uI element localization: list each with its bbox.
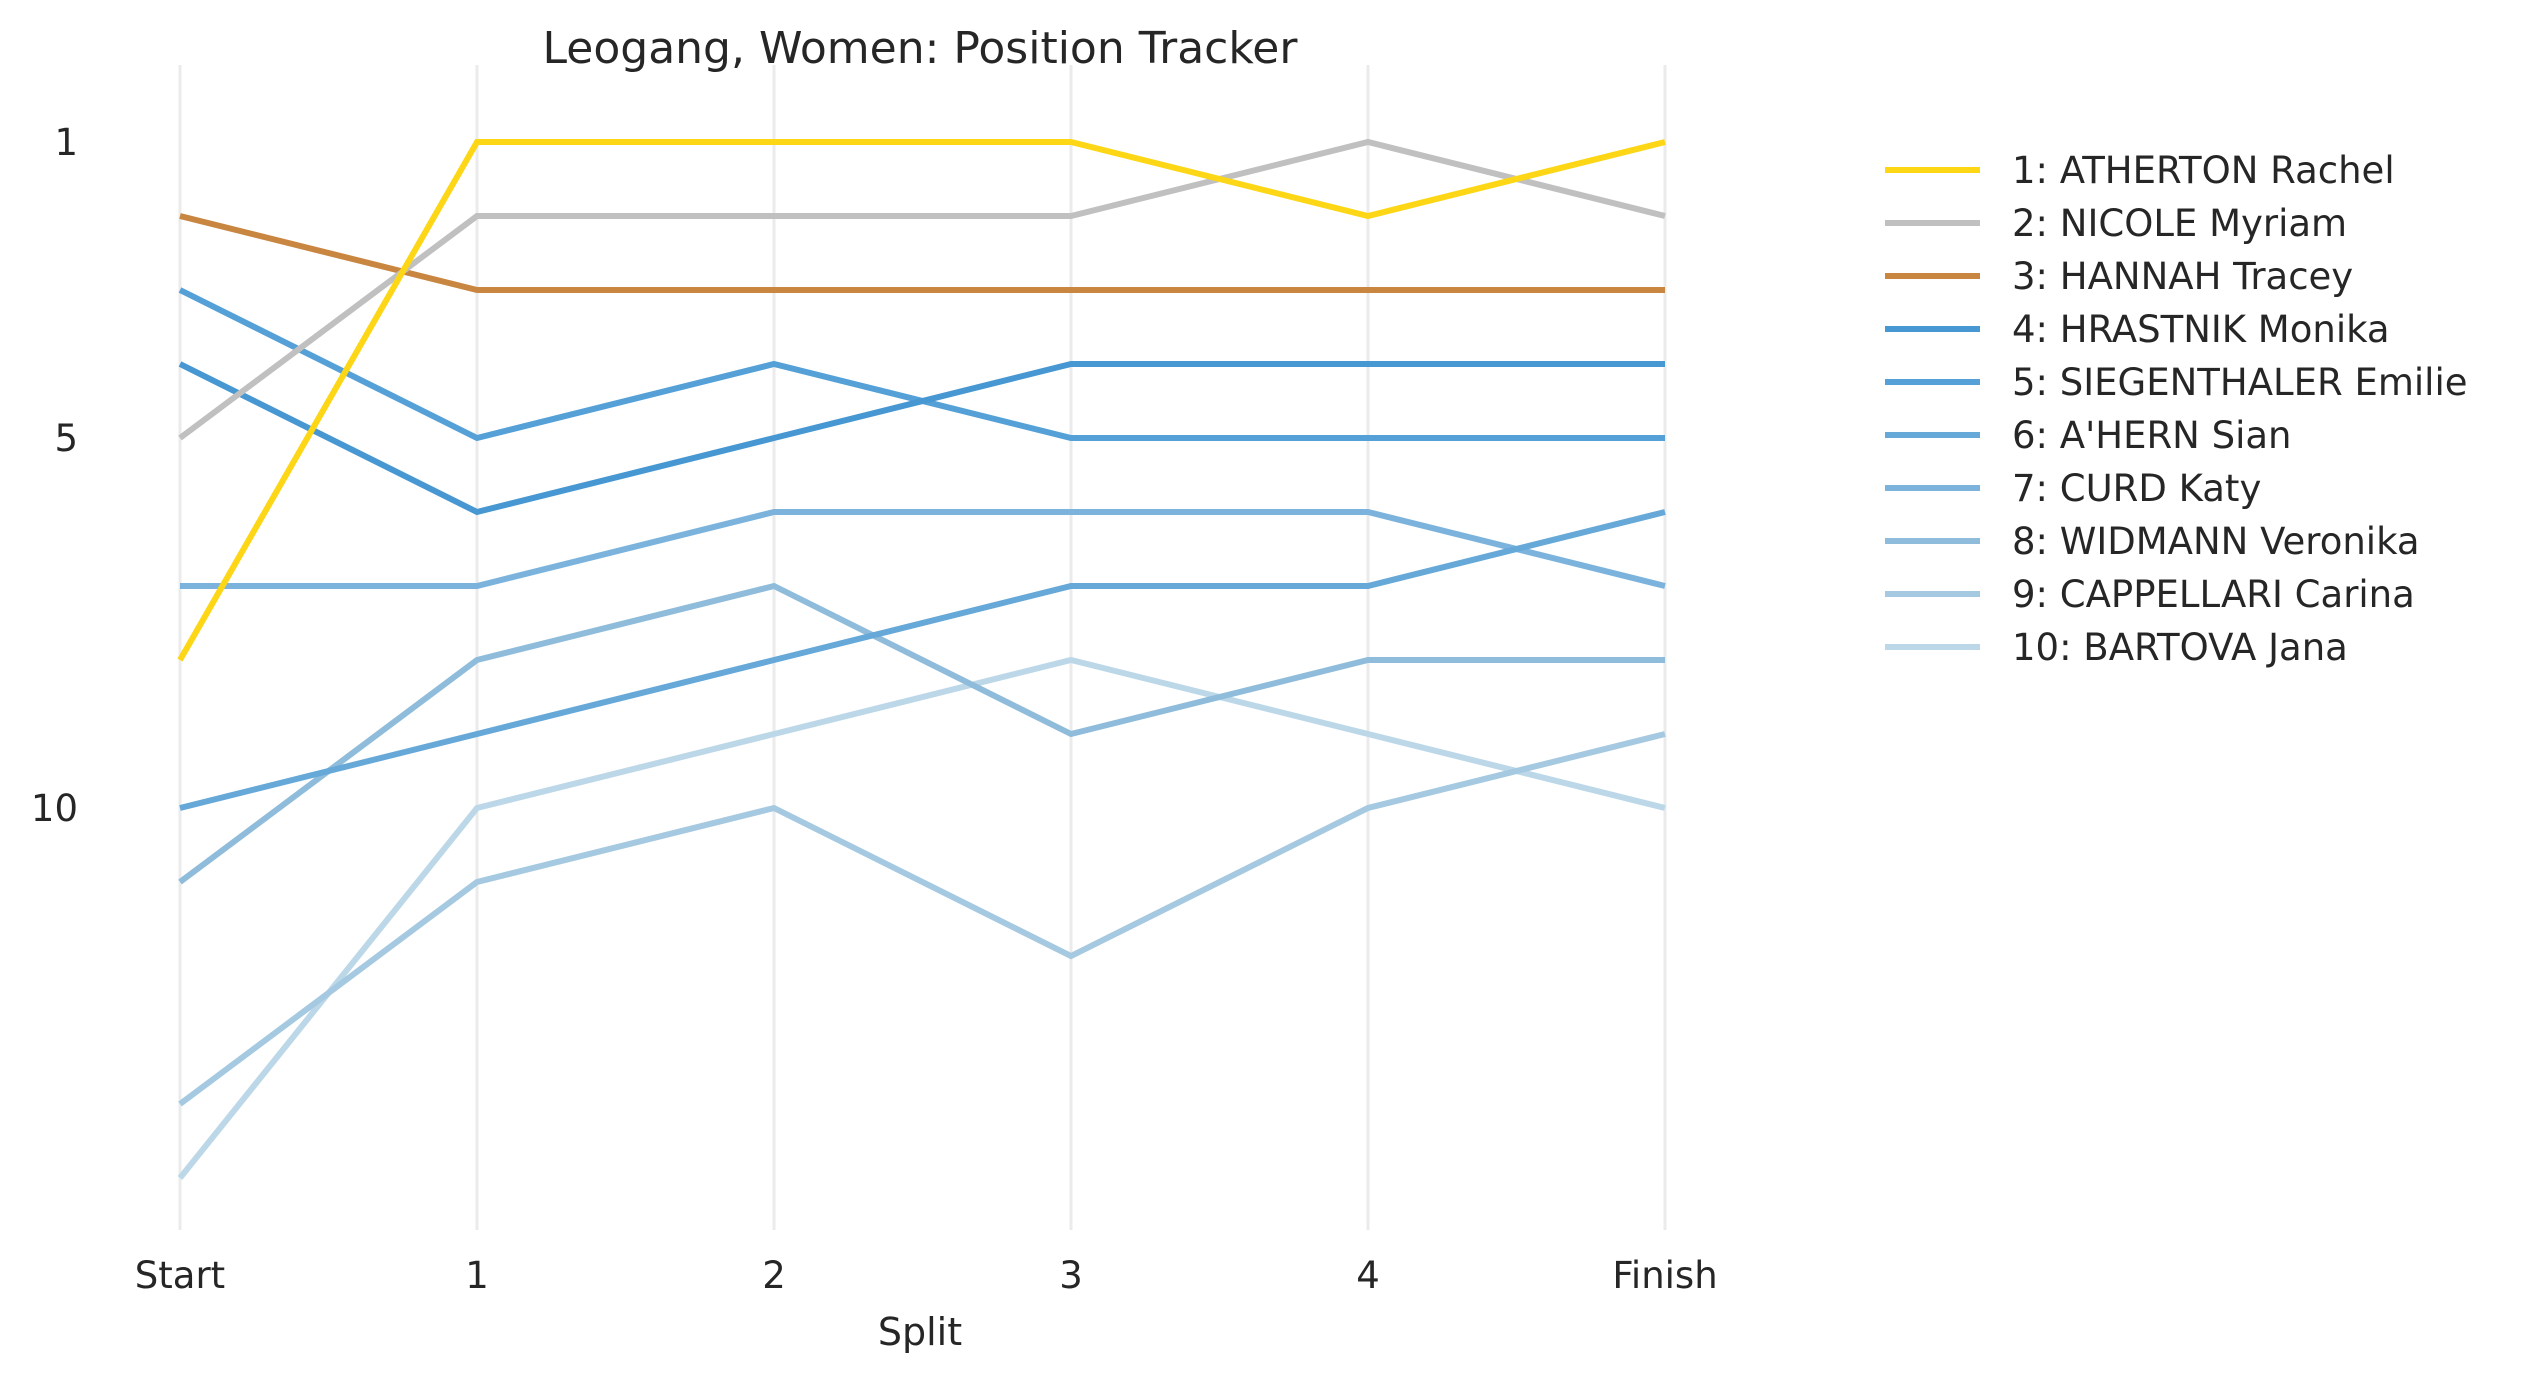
series-line-8	[178, 582, 1665, 885]
legend: 1: ATHERTON Rachel 2: NICOLE Myriam 3: HAN…	[1885, 149, 2468, 669]
legend-label-9: 9: CAPPELLARI Carina	[2012, 573, 2415, 616]
y-tick-label-10: 10	[31, 787, 78, 830]
legend-label-7: 7: CURD Katy	[2012, 467, 2261, 510]
x-tick-label-1: 1	[465, 1254, 489, 1297]
legend-label-1: 1: ATHERTON Rachel	[2012, 149, 2395, 192]
x-axis-ticks: Start 1 2 3 4 Finish	[135, 1254, 1718, 1297]
x-tick-label-0: Start	[135, 1254, 225, 1297]
y-tick-label-5: 5	[54, 417, 78, 460]
y-tick-label-1: 1	[54, 121, 78, 164]
legend-label-8: 8: WIDMANN Veronika	[2012, 520, 2420, 563]
series-line-1	[177, 139, 1666, 662]
series-line-2	[178, 138, 1666, 441]
x-axis-label: Split	[878, 1310, 962, 1354]
x-tick-label-4: 4	[1356, 1254, 1380, 1297]
x-tick-label-5: Finish	[1612, 1254, 1717, 1297]
series-line-3	[179, 213, 1665, 293]
x-tick-label-3: 3	[1059, 1254, 1083, 1297]
legend-label-4: 4: HRASTNIK Monika	[2012, 308, 2390, 351]
legend-label-10: 10: BARTOVA Jana	[2012, 626, 2348, 669]
series-lines	[177, 138, 1666, 1180]
chart-title: Leogang, Women: Position Tracker	[543, 23, 1299, 74]
legend-label-3: 3: HANNAH Tracey	[2012, 255, 2353, 298]
series-line-10	[177, 656, 1666, 1180]
series-line-7	[180, 509, 1666, 589]
series-line-9	[178, 731, 1666, 1107]
legend-label-5: 5: SIEGENTHALER Emilie	[2012, 361, 2468, 404]
legend-label-2: 2: NICOLE Myriam	[2012, 202, 2347, 245]
grid	[178, 65, 1667, 1230]
series-line-4	[178, 361, 1665, 516]
legend-label-6: 6: A'HERN Sian	[2012, 414, 2292, 457]
series-line-6	[179, 509, 1666, 811]
x-tick-label-2: 2	[762, 1254, 786, 1297]
